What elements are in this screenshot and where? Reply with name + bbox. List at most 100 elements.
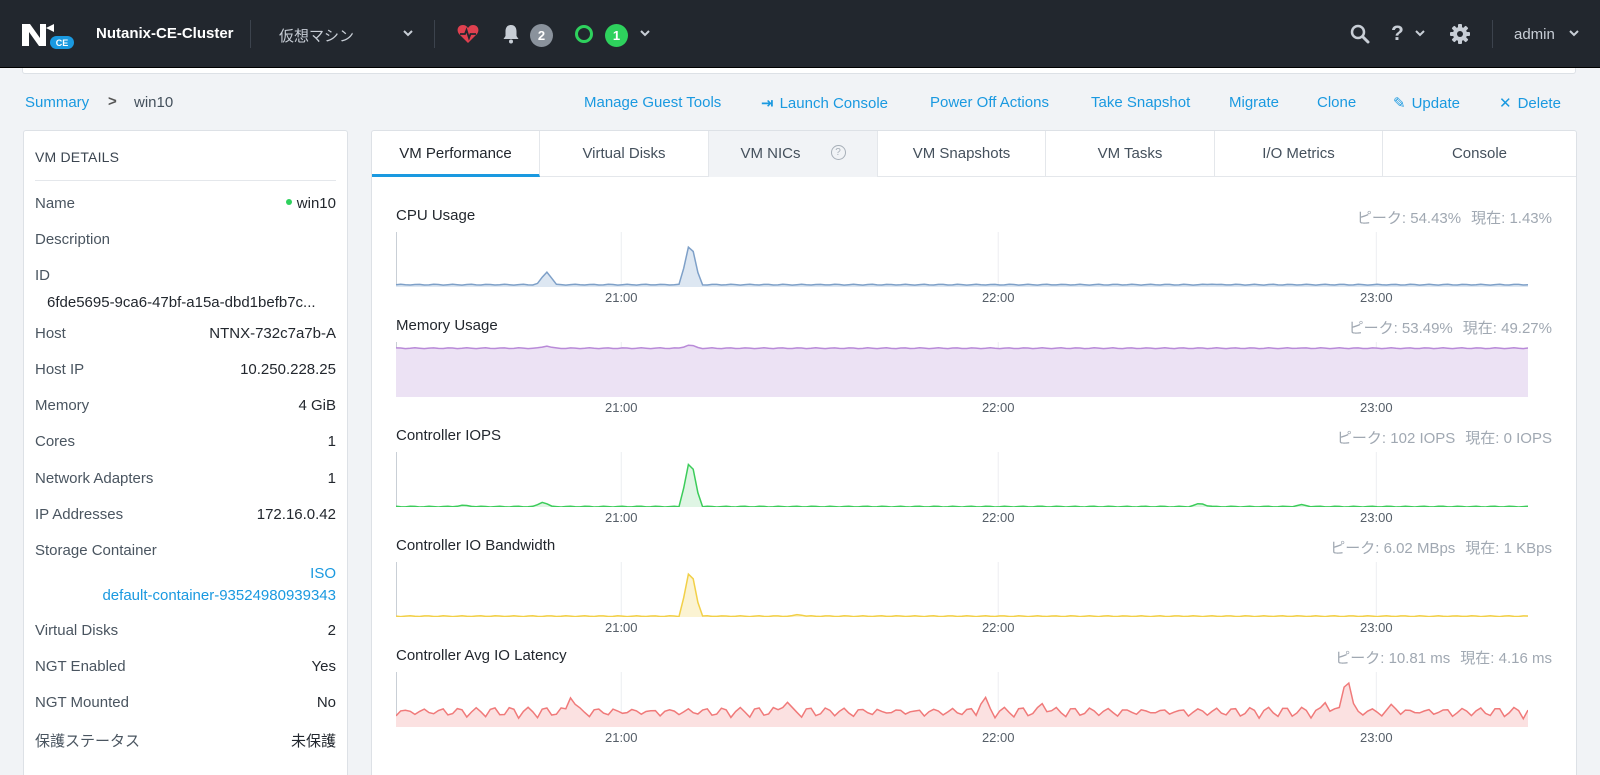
tab-vm-tasks[interactable]: VM Tasks: [1046, 131, 1215, 177]
sub-header-strip: [22, 68, 1576, 74]
tab-vm-snapshots[interactable]: VM Snapshots: [878, 131, 1046, 177]
chart-plot: [396, 672, 1528, 727]
tab-io-metrics[interactable]: I/O Metrics: [1215, 131, 1383, 177]
help-icon[interactable]: ?: [1391, 22, 1404, 45]
chart-stats: ピーク: 102 IOPS 現在: 0 IOPS: [1337, 427, 1552, 448]
detail-label-host: Host: [35, 325, 66, 342]
power-off-actions-button[interactable]: Power Off Actions: [930, 94, 1049, 111]
chevron-down-icon[interactable]: [402, 28, 414, 38]
chart-area: [396, 345, 1528, 397]
tab-label: VM NICs: [740, 145, 801, 162]
x-tick-label: 23:00: [1360, 730, 1393, 745]
chart-stats: ピーク: 10.81 ms 現在: 4.16 ms: [1335, 647, 1552, 668]
clone-button[interactable]: Clone: [1317, 94, 1356, 111]
chart-title: Controller Avg IO Latency: [396, 647, 567, 664]
panel-title: VM DETAILS: [35, 149, 120, 165]
chart-plot: [396, 342, 1528, 397]
x-tick-label: 22:00: [981, 730, 1015, 745]
x-tick-label: 21:00: [604, 730, 638, 745]
chart-current: 現在: 1 KBps: [1465, 540, 1552, 557]
x-tick-label: 21:00: [604, 620, 638, 635]
chart-current: 現在: 49.27%: [1462, 320, 1552, 337]
delete-button[interactable]: ✕ Delete: [1499, 94, 1561, 112]
user-menu[interactable]: admin: [1514, 26, 1555, 43]
detail-value-host: NTNX-732c7a7b-A: [209, 325, 336, 342]
chart-title: Controller IOPS: [396, 427, 502, 444]
chart-stats: ピーク: 54.43% 現在: 1.43%: [1357, 207, 1552, 228]
chart-plot: [396, 232, 1528, 287]
chart-peak: ピーク: 102 IOPS: [1336, 430, 1456, 447]
storage-container-link-default[interactable]: default-container-93524980939343: [102, 587, 336, 604]
chart-series-line: [396, 245, 1528, 286]
migrate-button[interactable]: Migrate: [1229, 94, 1279, 111]
chart-series-line: [396, 344, 1528, 350]
detail-label-network-adapters: Network Adapters: [35, 470, 154, 487]
task-count-badge[interactable]: 1: [605, 24, 628, 47]
take-snapshot-button[interactable]: Take Snapshot: [1091, 94, 1190, 111]
x-tick-label: 23:00: [1360, 400, 1393, 415]
task-ring-icon[interactable]: [575, 25, 593, 43]
chart-stats: ピーク: 6.02 MBps 現在: 1 KBps: [1330, 537, 1552, 558]
chevron-down-icon[interactable]: [1568, 28, 1580, 38]
top-navbar: CE Nutanix-CE-Cluster 仮想マシン 2 1 ? admin: [0, 0, 1600, 68]
vm-name-value: win10: [296, 195, 336, 212]
chart-title: Memory Usage: [396, 317, 498, 334]
action-label: Clone: [1317, 94, 1357, 111]
action-label: Take Snapshot: [1091, 94, 1191, 111]
tab-vm-performance[interactable]: VM Performance: [372, 131, 540, 177]
health-heart-icon[interactable]: [457, 24, 479, 44]
action-label: Delete: [1517, 95, 1561, 112]
chevron-down-icon[interactable]: [1414, 28, 1426, 38]
entity-menu-select[interactable]: 仮想マシン: [279, 28, 355, 45]
detail-label-virtual-disks: Virtual Disks: [35, 622, 119, 639]
detail-label-memory: Memory: [35, 397, 90, 414]
tab-vm-nics[interactable]: VM NICs?: [709, 131, 878, 177]
detail-value-cores: 1: [327, 433, 336, 450]
update-button[interactable]: ✎ Update: [1393, 94, 1460, 112]
storage-container-link-iso[interactable]: ISO: [310, 565, 336, 582]
detail-label-cores: Cores: [35, 433, 76, 450]
bell-icon[interactable]: [502, 24, 520, 44]
chart-plot: [396, 452, 1528, 507]
detail-value-name: win10: [285, 195, 336, 212]
chart-area: [396, 574, 1528, 617]
divider: [434, 20, 435, 48]
action-label: Manage Guest Tools: [584, 94, 722, 111]
detail-value-ngt-mounted: No: [316, 694, 336, 711]
alert-count-badge[interactable]: 2: [530, 24, 553, 47]
detail-value-memory: 4 GiB: [298, 397, 336, 414]
chart-area: [396, 464, 1528, 507]
breadcrumb-summary-link[interactable]: Summary: [25, 94, 90, 111]
logo-badge: CE: [56, 38, 69, 48]
detail-label-description: Description: [35, 231, 111, 248]
chart-stats: ピーク: 53.49% 現在: 49.27%: [1349, 317, 1552, 338]
tab-bar: VM Performance Virtual Disks VM NICs? VM…: [372, 131, 1576, 177]
search-icon[interactable]: [1350, 24, 1370, 44]
chart-area: [396, 247, 1528, 287]
tab-virtual-disks[interactable]: Virtual Disks: [540, 131, 709, 177]
gear-icon[interactable]: [1449, 23, 1471, 45]
breadcrumb-current: win10: [134, 94, 174, 111]
chart-area: [396, 683, 1528, 727]
cluster-name[interactable]: Nutanix-CE-Cluster: [96, 25, 234, 42]
x-tick-label: 21:00: [604, 400, 638, 415]
chart-current: 現在: 4.16 ms: [1460, 650, 1552, 667]
divider: [1492, 20, 1493, 48]
manage-guest-tools-button[interactable]: Manage Guest Tools: [584, 94, 721, 111]
detail-label-host-ip: Host IP: [35, 361, 85, 378]
launch-console-button[interactable]: ⇥ Launch Console: [761, 94, 888, 112]
x-tick-label: 22:00: [981, 290, 1015, 305]
nutanix-logo[interactable]: CE: [22, 22, 76, 50]
detail-value-protection-status: 未保護: [290, 733, 336, 750]
chevron-down-icon[interactable]: [639, 28, 651, 38]
x-tick-label: 22:00: [981, 510, 1015, 525]
chart-series-line: [396, 462, 1528, 507]
detail-value-network-adapters: 1: [327, 470, 336, 487]
action-label: Launch Console: [779, 95, 888, 112]
chart-title: Controller IO Bandwidth: [396, 537, 556, 554]
chart-title: CPU Usage: [396, 207, 476, 224]
detail-label-ngt-enabled: NGT Enabled: [35, 658, 126, 675]
detail-label-id: ID: [35, 267, 50, 284]
tab-console[interactable]: Console: [1451, 145, 1508, 162]
help-circle-icon[interactable]: ?: [830, 144, 846, 160]
